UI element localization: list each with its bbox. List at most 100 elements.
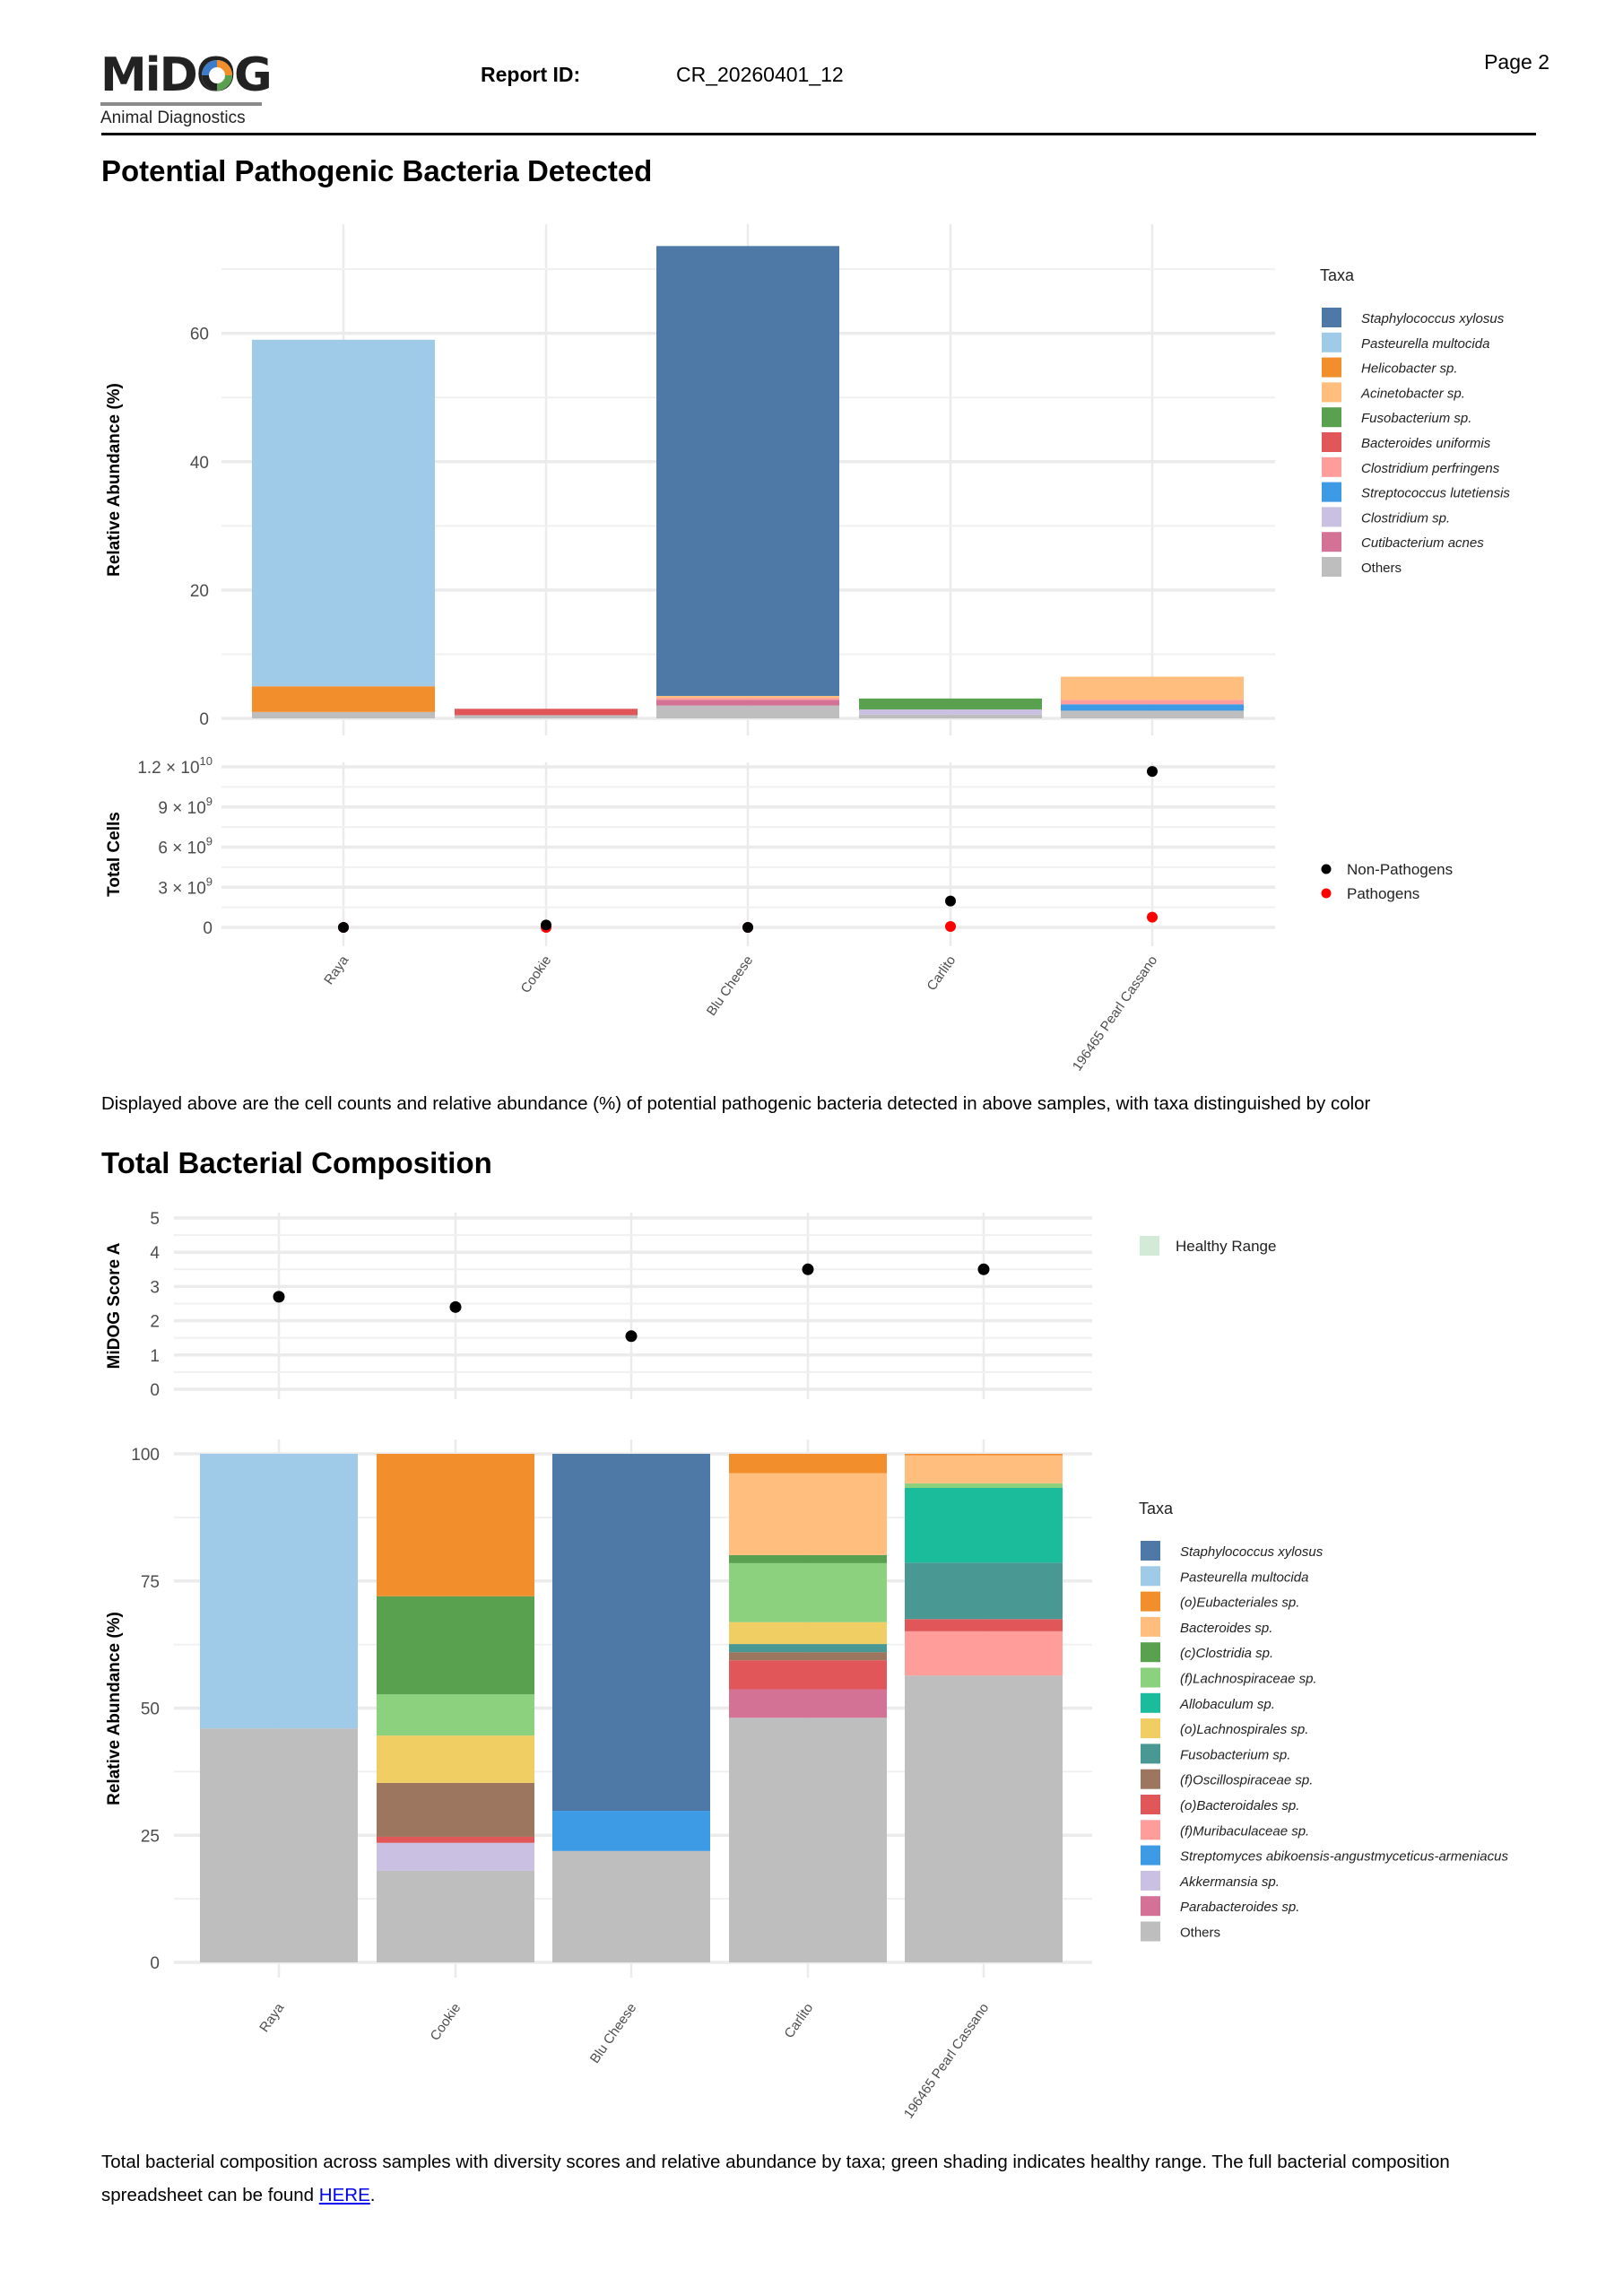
logo-wordmark: MiDOG bbox=[100, 48, 273, 102]
legend-label: Others bbox=[1361, 561, 1402, 576]
bar-segment bbox=[656, 705, 839, 718]
section-title-pathogens: Potential Pathogenic Bacteria Detected bbox=[101, 154, 653, 187]
legend-label: Staphylococcus xylosus bbox=[1361, 311, 1505, 326]
bar-segment bbox=[1061, 710, 1244, 718]
bar-segment bbox=[905, 1675, 1063, 1962]
data-point-non-pathogens bbox=[338, 922, 349, 933]
report-id-label: Report ID: bbox=[481, 63, 581, 86]
bar-segment bbox=[377, 1735, 534, 1783]
legend-swatch bbox=[1141, 1616, 1160, 1637]
y-tick-label: 75 bbox=[141, 1573, 160, 1592]
bar-segment bbox=[859, 698, 1042, 709]
legend-dot bbox=[1321, 888, 1332, 899]
legend-swatch bbox=[1322, 432, 1341, 452]
legend-swatch bbox=[1141, 1692, 1160, 1713]
y-tick-label: 50 bbox=[141, 1700, 160, 1719]
x-tick-label: Raya bbox=[256, 2000, 287, 2035]
legend-label: Fusobacterium sp. bbox=[1180, 1747, 1290, 1762]
legend-label: Pathogens bbox=[1347, 885, 1419, 902]
y-tick-label: 4 bbox=[150, 1244, 160, 1263]
legend-label: (f)Muribaculaceae sp. bbox=[1180, 1823, 1309, 1839]
bar-segment bbox=[1061, 704, 1244, 711]
legend-swatch bbox=[1322, 382, 1341, 403]
legend-label: (f)Lachnospiraceae sp. bbox=[1180, 1672, 1317, 1687]
legend-swatch bbox=[1141, 1667, 1160, 1688]
legend-label: (c)Clostridia sp. bbox=[1180, 1646, 1273, 1661]
x-tick-label: 196465 Pearl Cassano bbox=[1070, 953, 1160, 1074]
y-tick-label: 60 bbox=[190, 326, 209, 344]
y-axis-title: Relative Abundance (%) bbox=[105, 383, 124, 577]
y-tick-label: 40 bbox=[190, 454, 209, 473]
y-tick-label: 25 bbox=[141, 1827, 160, 1846]
bar-segment bbox=[552, 1454, 710, 1812]
bar-segment bbox=[656, 700, 839, 706]
legend-swatch bbox=[1322, 457, 1341, 477]
bar-segment bbox=[455, 715, 638, 718]
legend-label: Clostridium sp. bbox=[1361, 510, 1450, 526]
legend-swatch bbox=[1141, 1896, 1160, 1917]
legend-swatch bbox=[1141, 1642, 1160, 1663]
y-tick-label: 100 bbox=[131, 1446, 160, 1465]
legend-label: (f)Oscillospiraceae sp. bbox=[1180, 1773, 1313, 1788]
caption-end: . bbox=[369, 2185, 376, 2205]
midog-logo: MiDOG Animal Diagnostics bbox=[100, 48, 273, 128]
y-tick-label: 9 × 109 bbox=[158, 795, 213, 818]
y-tick-label: 0 bbox=[203, 919, 213, 938]
tick-mantissa: 0 bbox=[203, 919, 213, 938]
x-tick-label: Cookie bbox=[518, 953, 555, 996]
tick-exponent: 10 bbox=[200, 754, 213, 768]
score-point bbox=[977, 1263, 990, 1275]
bar-segment bbox=[252, 686, 435, 712]
legend-swatch bbox=[1322, 308, 1341, 327]
tick-mantissa: 1.2 × 10 bbox=[137, 759, 199, 778]
bar-segment bbox=[200, 1454, 358, 1729]
y-tick-label: 6 × 109 bbox=[158, 835, 213, 858]
legend-label: Clostridium perfringens bbox=[1361, 461, 1500, 476]
legend-swatch bbox=[1322, 557, 1341, 577]
data-point-pathogens bbox=[945, 920, 956, 932]
bar-segment bbox=[729, 1622, 887, 1645]
legend-label: Allobaculum sp. bbox=[1179, 1697, 1275, 1712]
legend-label: Pasteurella multocida bbox=[1180, 1570, 1308, 1585]
bar-segment bbox=[656, 698, 839, 700]
spreadsheet-link[interactable]: HERE bbox=[318, 2185, 370, 2205]
legend-label: Akkermansia sp. bbox=[1179, 1874, 1280, 1890]
y-tick-label: 0 bbox=[199, 710, 209, 729]
data-point-non-pathogens bbox=[742, 922, 753, 933]
legend-swatch bbox=[1322, 332, 1341, 352]
legend-label: (o)Lachnospirales sp. bbox=[1180, 1722, 1308, 1737]
bar-segment bbox=[377, 1782, 534, 1837]
bar-segment bbox=[729, 1689, 887, 1718]
x-tick-label: Blu Cheese bbox=[704, 953, 756, 1019]
y-tick-label: 1 bbox=[150, 1347, 160, 1366]
bar-segment bbox=[1061, 676, 1244, 700]
bar-segment bbox=[729, 1644, 887, 1653]
legend-label: Cutibacterium acnes bbox=[1361, 535, 1484, 551]
tick-mantissa: 3 × 10 bbox=[158, 879, 205, 898]
bar-segment bbox=[905, 1619, 1063, 1631]
bar-segment bbox=[552, 1850, 710, 1962]
bar-segment bbox=[905, 1483, 1063, 1488]
legend-title: Taxa bbox=[1320, 266, 1355, 284]
healthy-range-swatch bbox=[1140, 1236, 1159, 1256]
y-tick-label: 20 bbox=[190, 582, 209, 601]
legend-swatch bbox=[1322, 482, 1341, 502]
legend-swatch bbox=[1141, 1845, 1160, 1866]
bar-segment bbox=[377, 1694, 534, 1736]
data-point-non-pathogens bbox=[1147, 766, 1158, 778]
legend-label: Pasteurella multocida bbox=[1361, 336, 1489, 352]
section-title-composition: Total Bacterial Composition bbox=[101, 1146, 492, 1179]
data-point-non-pathogens bbox=[945, 895, 956, 907]
bar-segment bbox=[905, 1454, 1063, 1456]
logo-underline bbox=[100, 102, 262, 106]
bar-segment bbox=[377, 1454, 534, 1596]
composition-chart: Relative Abundance (%) 0 25 50 75 100 Raya Cook… bbox=[105, 1439, 1508, 2121]
legend-swatch bbox=[1141, 1870, 1160, 1891]
pathogen-abundance-chart: Relative Abundance (%) 0 20 40 60 Taxa Staphyl… bbox=[105, 224, 1510, 735]
y-tick-label: 2 bbox=[150, 1313, 160, 1332]
pathogen-caption: Displayed above are the cell counts and … bbox=[101, 1093, 1371, 1114]
legend-title: Taxa bbox=[1139, 1500, 1174, 1518]
y-axis-title: Relative Abundance (%) bbox=[105, 1612, 124, 1805]
data-point-pathogens bbox=[1147, 911, 1158, 923]
data-point-non-pathogens bbox=[541, 919, 551, 931]
